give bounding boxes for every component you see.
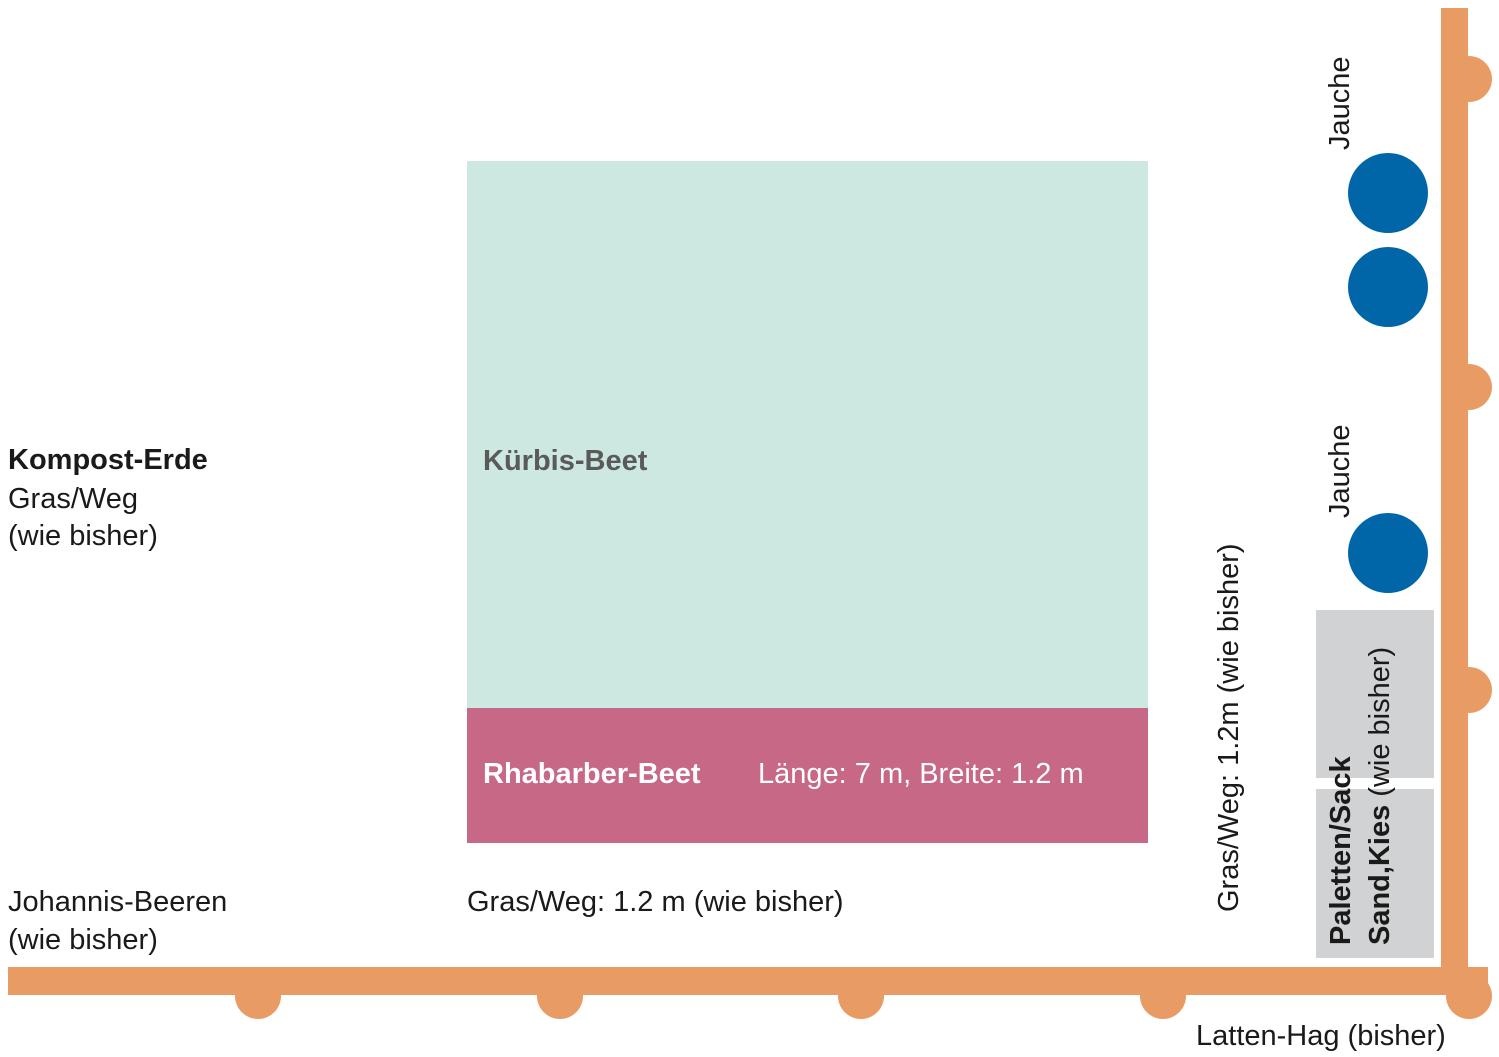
kompost-gras-weg: Gras/Weg bbox=[8, 483, 139, 515]
paletten-label: Paletten/Sack bbox=[1323, 615, 1359, 945]
jauche-top-label: Jauche bbox=[1324, 56, 1356, 150]
jauche-barrel-icon bbox=[1348, 153, 1428, 233]
fence-post-icon bbox=[1140, 973, 1186, 1019]
fence-right bbox=[1441, 8, 1468, 995]
kompost-title: Kompost-Erde bbox=[8, 444, 208, 476]
rhabarber-bed-dimensions: Länge: 7 m, Breite: 1.2 m bbox=[758, 758, 1084, 790]
johannis-wie-bisher: (wie bisher) bbox=[8, 924, 158, 956]
fence-post-icon bbox=[537, 973, 583, 1019]
fence-post-icon bbox=[235, 973, 281, 1019]
rhabarber-bed bbox=[467, 708, 1148, 843]
paletten-label-line2: Sand,Kies bbox=[1364, 804, 1396, 945]
johannis-beeren-label: Johannis-Beeren bbox=[8, 886, 228, 918]
fence-post-icon bbox=[838, 973, 884, 1019]
fence-post-icon bbox=[1446, 364, 1492, 410]
paletten-box-upper bbox=[1316, 610, 1434, 778]
kuerbis-bed bbox=[467, 161, 1148, 708]
fence-post-icon bbox=[1446, 56, 1492, 102]
jauche-barrel-icon bbox=[1348, 513, 1428, 593]
latten-hag-label: Latten-Hag (bisher) bbox=[1196, 1020, 1446, 1052]
fence-post-icon bbox=[1446, 667, 1492, 713]
rhabarber-bed-label: Rhabarber-Beet bbox=[483, 758, 701, 790]
paletten-box-lower bbox=[1316, 789, 1434, 958]
sand-kies-label: Sand,Kies (wie bisher) bbox=[1362, 615, 1398, 945]
fence-bottom bbox=[8, 967, 1488, 995]
paletten-label-line1: Paletten/Sack bbox=[1325, 756, 1357, 945]
fence-post-icon bbox=[1446, 973, 1492, 1019]
paletten-note: (wie bisher) bbox=[1364, 646, 1396, 797]
jauche-middle-label: Jauche bbox=[1324, 424, 1356, 518]
jauche-barrel-icon bbox=[1348, 247, 1428, 327]
gras-weg-bottom-label: Gras/Weg: 1.2 m (wie bisher) bbox=[467, 886, 844, 918]
gras-weg-right-label: Gras/Weg: 1.2m (wie bisher) bbox=[1213, 543, 1245, 912]
kompost-wie-bisher: (wie bisher) bbox=[8, 520, 158, 552]
kuerbis-bed-label: Kürbis-Beet bbox=[483, 445, 648, 477]
